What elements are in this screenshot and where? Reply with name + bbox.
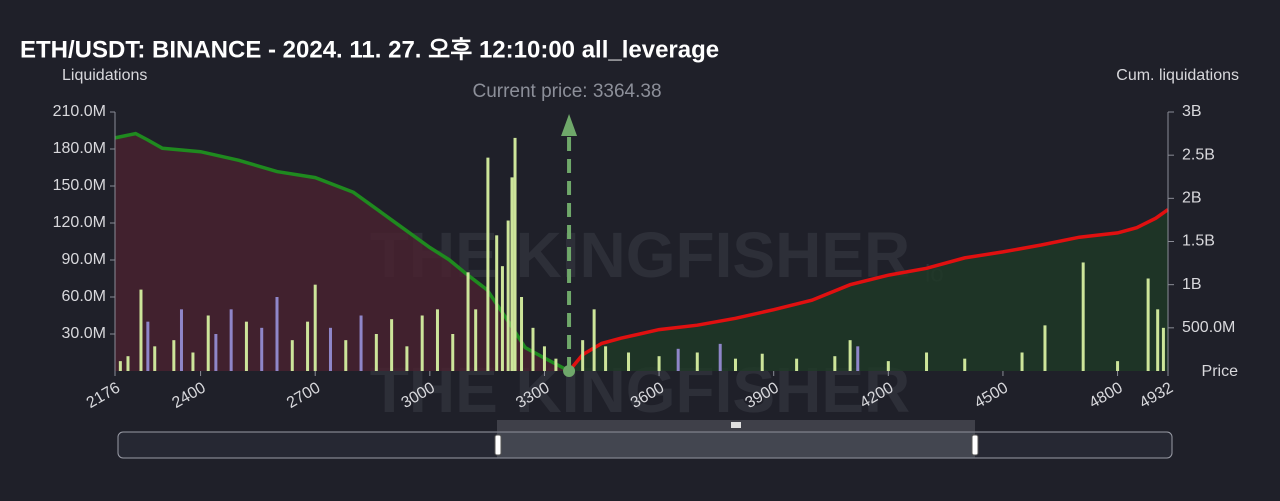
bar [118, 361, 122, 371]
y-tick-label: 90.0M [62, 251, 106, 268]
bar [172, 340, 176, 371]
bar [486, 157, 490, 371]
bar [139, 289, 143, 371]
bar [592, 309, 596, 371]
bar [359, 315, 363, 371]
y-axis-label: Liquidations [62, 67, 147, 84]
plot: 30.0M 60.0M 90.0M 120.0M 150.0M 180.0M 210.0M 5… [53, 103, 1236, 412]
bar [244, 321, 248, 371]
bar [126, 356, 130, 371]
current-price-label: Current price: 3364.38 [472, 81, 661, 102]
bar [506, 220, 510, 371]
y-tick-label: 60.0M [62, 288, 106, 305]
y2-tick-label: 1B [1182, 276, 1202, 293]
range-handle[interactable] [494, 434, 502, 456]
y2-tick-label: 500.0M [1182, 319, 1235, 336]
bar [627, 352, 631, 371]
bar [1020, 352, 1024, 371]
bar [474, 309, 478, 371]
bar [466, 272, 470, 371]
bar [886, 361, 890, 371]
bar [695, 352, 699, 371]
y2-tick-label: 2.5B [1182, 146, 1215, 163]
range-grip[interactable] [731, 422, 741, 428]
bar [451, 334, 455, 371]
range-handle[interactable] [971, 434, 979, 456]
bar [206, 315, 210, 371]
y2-tick-label: 2B [1182, 190, 1202, 207]
y2-tick-label: 3B [1182, 103, 1202, 120]
bar [313, 284, 317, 371]
bar [833, 356, 837, 371]
bar [260, 327, 264, 371]
chart-title: ETH/USDT: BINANCE - 2024. 11. 27. 오후 12:… [20, 36, 719, 63]
bar [214, 334, 218, 371]
current-price-dot [563, 365, 576, 377]
bar [1156, 309, 1160, 371]
bar [542, 346, 546, 371]
bar [795, 358, 799, 371]
bar [146, 321, 150, 371]
bar [733, 358, 737, 371]
bar [1161, 327, 1165, 371]
bar [520, 297, 524, 371]
bar [420, 315, 424, 371]
bar [405, 346, 409, 371]
bar [513, 137, 517, 371]
bar [676, 348, 680, 371]
bar [374, 334, 378, 371]
bar [531, 327, 535, 371]
cumulative-area [115, 133, 570, 371]
cumulative-line [567, 208, 1170, 373]
bar [191, 352, 195, 371]
bar [390, 319, 394, 371]
bar [344, 340, 348, 371]
y-tick-label: 180.0M [53, 140, 106, 157]
y2-axis-label: Cum. liquidations [1116, 67, 1239, 84]
bar [963, 358, 967, 371]
range-slider[interactable] [117, 431, 1173, 459]
y2-tick-label: 1.5B [1182, 233, 1215, 250]
bar [657, 356, 661, 371]
bar [604, 346, 608, 371]
bar [153, 346, 157, 371]
bar [500, 266, 504, 371]
bar [925, 352, 929, 371]
bar [290, 340, 294, 371]
bar [760, 353, 764, 371]
x-axis-label: Price [1202, 363, 1239, 380]
bar [275, 297, 279, 371]
y-tick-label: 210.0M [53, 103, 106, 120]
y-tick-label: 120.0M [53, 214, 106, 231]
bar [328, 327, 332, 371]
bar [435, 309, 439, 371]
bar [495, 235, 499, 371]
current-price-arrow [561, 114, 578, 136]
y-tick-label: 30.0M [62, 325, 106, 342]
bar [856, 346, 860, 371]
bar [1043, 325, 1047, 371]
bar [179, 309, 183, 371]
bar [1081, 262, 1085, 371]
bar [581, 340, 585, 371]
bar [1146, 278, 1150, 371]
bar [510, 177, 514, 371]
bar [1116, 361, 1120, 371]
bar [306, 321, 310, 371]
y-tick-label: 150.0M [53, 177, 106, 194]
bar [229, 309, 233, 371]
bar [718, 343, 722, 371]
bar [848, 340, 852, 371]
bar [554, 358, 558, 371]
